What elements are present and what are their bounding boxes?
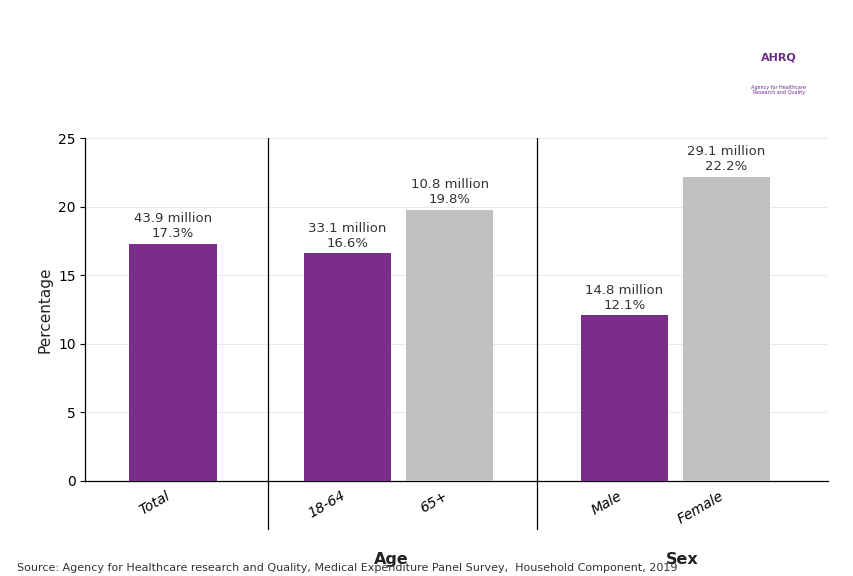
Text: Age: Age (374, 552, 409, 567)
Text: Source: Agency for Healthcare research and Quality, Medical Expenditure Panel Su: Source: Agency for Healthcare research a… (17, 563, 676, 573)
Text: 29.1 million: 29.1 million (687, 145, 764, 158)
Text: 22.2%: 22.2% (705, 160, 746, 173)
Ellipse shape (708, 13, 836, 122)
Text: Figure 1. Number and percentage of adults ages 18 and older with: Figure 1. Number and percentage of adult… (0, 31, 734, 50)
Text: 17.3%: 17.3% (152, 228, 194, 240)
Bar (405, 210, 493, 481)
Bar (129, 244, 217, 481)
Text: 10.8 million: 10.8 million (410, 178, 488, 191)
Text: treatment for mental disorders, by age and sex, 2019: treatment for mental disorders, by age a… (72, 88, 662, 107)
Text: Sex: Sex (665, 552, 699, 567)
Text: 43.9 million: 43.9 million (134, 213, 212, 225)
Text: 19.8%: 19.8% (428, 193, 470, 206)
Bar (304, 253, 391, 481)
Text: Agency for Healthcare
Research and Quality: Agency for Healthcare Research and Quali… (751, 85, 805, 96)
Y-axis label: Percentage: Percentage (38, 266, 52, 353)
Text: 33.1 million: 33.1 million (308, 222, 386, 235)
Text: 16.6%: 16.6% (326, 237, 368, 250)
Bar (580, 315, 667, 481)
Text: AHRQ: AHRQ (760, 53, 796, 63)
Text: 12.1%: 12.1% (602, 299, 645, 312)
Text: 14.8 million: 14.8 million (584, 283, 663, 297)
Bar (682, 177, 769, 481)
